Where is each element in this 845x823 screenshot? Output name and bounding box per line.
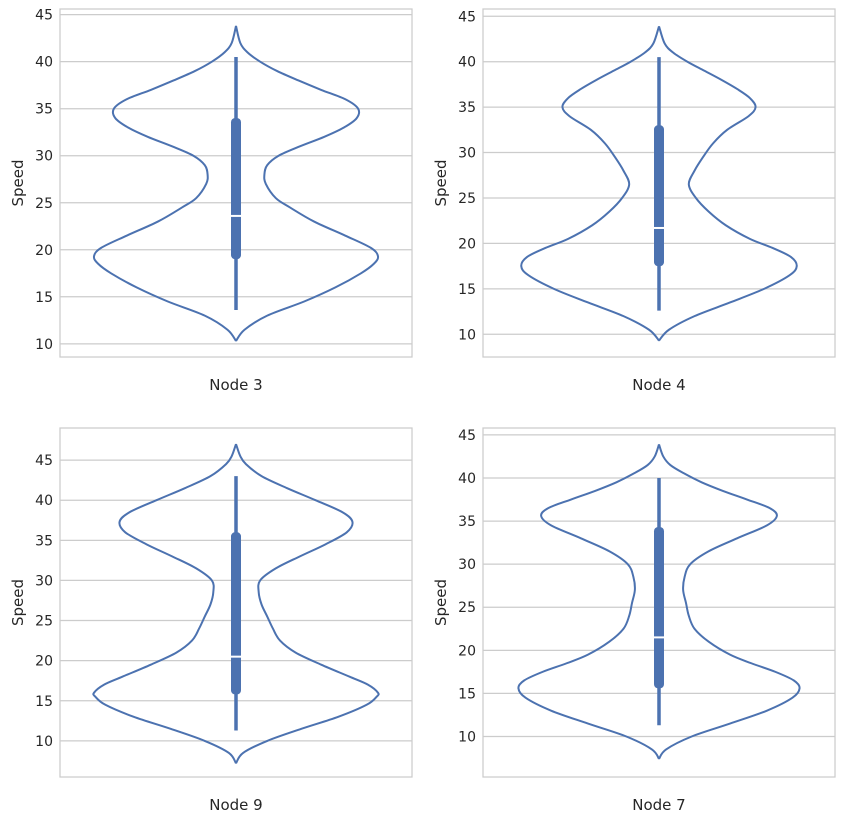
y-tick-label: 30 <box>35 573 53 589</box>
y-tick-label: 30 <box>458 557 476 573</box>
iqr-box <box>654 125 664 267</box>
y-tick-label: 10 <box>458 327 476 343</box>
y-tick-label: 20 <box>458 643 476 659</box>
y-tick-label: 10 <box>458 729 476 745</box>
y-tick-label: 10 <box>35 337 53 353</box>
x-axis-label: Node 9 <box>209 796 262 814</box>
y-tick-label: 15 <box>35 694 53 710</box>
y-tick-label: 20 <box>35 654 53 670</box>
y-axis-label: Speed <box>432 159 450 206</box>
y-tick-label: 20 <box>35 243 53 259</box>
violin-left-outline <box>517 444 660 760</box>
violin-left-outline <box>92 443 237 764</box>
violin-right-outline <box>658 444 801 760</box>
axes-frame <box>59 427 413 778</box>
axes-frame <box>482 427 836 778</box>
chart-panel-1: 10 15 20 25 30 35 40 45 Speed Node 3 <box>9 8 413 394</box>
iqr-box <box>654 527 664 689</box>
y-tick-label: 20 <box>458 236 476 252</box>
y-axis-label: Speed <box>9 159 27 206</box>
y-axis-label: Speed <box>9 579 27 626</box>
y-tick-label: 25 <box>458 600 476 616</box>
axes-frame <box>482 8 836 358</box>
y-tick-label: 25 <box>458 191 476 207</box>
y-tick-label: 45 <box>35 8 53 24</box>
y-tick-label: 35 <box>35 102 53 118</box>
y-tick-label: 10 <box>35 734 53 750</box>
y-tick-label: 40 <box>35 493 53 509</box>
y-tick-label: 40 <box>458 471 476 487</box>
x-axis-label: Node 4 <box>632 376 685 394</box>
y-tick-label: 45 <box>35 453 53 469</box>
axes-frame <box>59 8 413 358</box>
chart-panel-2: 10 15 20 25 30 35 40 45 Speed Node 4 <box>432 8 836 394</box>
x-axis-label: Node 7 <box>632 796 685 814</box>
y-tick-label: 35 <box>35 533 53 549</box>
y-tick-label: 15 <box>35 290 53 306</box>
y-tick-label: 30 <box>35 149 53 165</box>
y-tick-label: 45 <box>458 9 476 25</box>
violin-right-outline <box>658 25 798 342</box>
y-tick-label: 25 <box>35 614 53 630</box>
iqr-box <box>231 118 241 260</box>
y-axis-label: Speed <box>432 579 450 626</box>
y-tick-label: 15 <box>458 282 476 298</box>
y-tick-label: 25 <box>35 196 53 212</box>
y-tick-label: 35 <box>458 100 476 116</box>
x-axis-label: Node 3 <box>209 376 262 394</box>
y-tick-label: 45 <box>458 428 476 444</box>
y-tick-label: 15 <box>458 686 476 702</box>
chart-panel-3: 10 15 20 25 30 35 40 45 Speed Node 9 <box>9 427 413 814</box>
y-tick-label: 40 <box>458 55 476 71</box>
violin-left-outline <box>520 25 660 342</box>
iqr-box <box>231 532 241 695</box>
y-tick-label: 30 <box>458 146 476 162</box>
y-tick-label: 40 <box>35 55 53 71</box>
violin-left-outline <box>92 25 237 342</box>
y-tick-label: 35 <box>458 514 476 530</box>
violin-right-outline <box>235 443 380 764</box>
violin-right-outline <box>235 25 380 342</box>
chart-panel-4: 10 15 20 25 30 35 40 45 Speed Node 7 <box>432 427 836 814</box>
